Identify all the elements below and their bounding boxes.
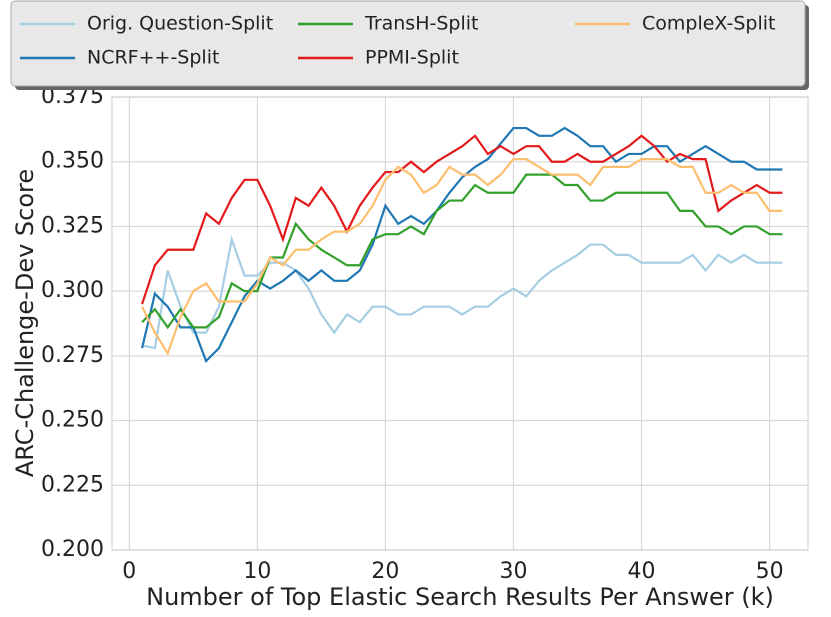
x-tick-label: 50	[756, 559, 784, 584]
y-tick-label: 0.200	[41, 537, 104, 562]
legend-box	[10, 0, 806, 87]
x-tick-label: 10	[243, 559, 271, 584]
series-line	[141, 158, 783, 356]
y-tick-label: 0.275	[41, 343, 104, 368]
grid	[112, 96, 808, 551]
y-tick-label: 0.350	[41, 149, 104, 174]
series-line	[141, 126, 783, 364]
plot-frame	[111, 96, 809, 551]
series-line	[141, 235, 783, 350]
x-axis-label: Number of Top Elastic Search Results Per…	[146, 583, 774, 611]
y-tick-label: 0.300	[41, 278, 104, 303]
legend-label: NCRF++-Split	[87, 47, 219, 69]
x-tick-label: 30	[499, 559, 527, 584]
x-tick-label: 40	[628, 559, 656, 584]
x-tick-label: 20	[371, 559, 399, 584]
legend-label: TransH-Split	[364, 13, 478, 35]
legend: Orig. Question-Split NCRF++-Split TransH-S…	[10, 0, 809, 90]
y-tick-label: 0.325	[41, 213, 104, 238]
legend-label: Orig. Question-Split	[87, 13, 273, 35]
series-line	[141, 173, 783, 330]
y-tick-label: 0.225	[41, 472, 104, 497]
y-axis-label: ARC-Challenge-Dev Score	[11, 169, 39, 477]
y-tick-label: 0.250	[41, 408, 104, 433]
x-tick-label: 0	[122, 559, 136, 584]
legend-label: CompleX-Split	[642, 13, 775, 35]
series-line	[141, 134, 783, 305]
legend-label: PPMI-Split	[365, 47, 459, 69]
